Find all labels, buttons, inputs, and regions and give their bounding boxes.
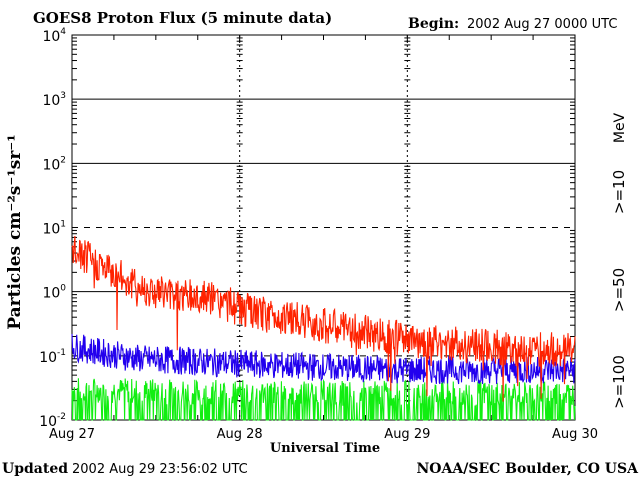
y-tick-label: 100 <box>42 284 66 302</box>
updated-value: 2002 Aug 29 23:56:02 UTC <box>72 462 248 477</box>
legend-ge100: >=100 <box>610 355 628 409</box>
legend-ge50: >=50 <box>610 268 628 312</box>
grid-lines <box>71 35 576 420</box>
begin-label: Begin: <box>408 16 459 32</box>
x-tick-label: Aug 29 <box>384 427 430 442</box>
series-line-0 <box>71 235 576 402</box>
y-axis-label: Particles cm⁻²s⁻¹sr⁻¹ <box>5 134 25 329</box>
series-line-1 <box>71 333 576 385</box>
y-tick-label: 103 <box>42 91 66 109</box>
x-tick-label: Aug 27 <box>49 427 95 442</box>
y-tick-labels: 104 103 102 101 100 10-1 10-2 <box>39 27 66 430</box>
x-axis-label: Universal Time <box>270 441 380 456</box>
legend-ge10: >=10 <box>610 170 628 214</box>
x-tick-labels: Aug 27 Aug 28 Aug 29 Aug 30 <box>49 427 598 442</box>
updated-label: Updated <box>2 461 68 477</box>
y-tick-label: 102 <box>42 155 66 173</box>
chart-title: GOES8 Proton Flux (5 minute data) <box>33 9 332 27</box>
y-tick-label: 10-2 <box>39 412 66 430</box>
begin-value: 2002 Aug 27 0000 UTC <box>467 17 617 32</box>
x-tick-label: Aug 28 <box>217 427 263 442</box>
y-tick-label: 10-1 <box>39 348 66 366</box>
y-tick-label: 101 <box>42 220 66 238</box>
unit-label: MeV <box>612 112 628 143</box>
series-line-2 <box>71 378 576 421</box>
x-tick-label: Aug 30 <box>552 427 598 442</box>
credit-label: NOAA/SEC Boulder, CO USA <box>417 461 640 477</box>
y-tick-label: 104 <box>42 27 66 45</box>
series-layer <box>71 235 576 421</box>
